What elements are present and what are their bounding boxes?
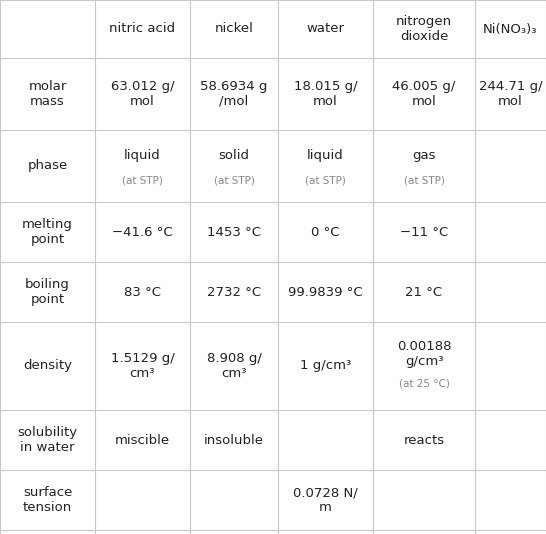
Text: molar
mass: molar mass: [28, 80, 67, 108]
Text: 18.015 g/
mol: 18.015 g/ mol: [294, 80, 357, 108]
Text: 46.005 g/
mol: 46.005 g/ mol: [393, 80, 456, 108]
Text: −11 °C: −11 °C: [400, 225, 448, 239]
Text: 0 °C: 0 °C: [311, 225, 340, 239]
Text: solubility
in water: solubility in water: [17, 426, 78, 454]
Text: 58.6934 g
/mol: 58.6934 g /mol: [200, 80, 268, 108]
Text: boiling
point: boiling point: [25, 278, 70, 306]
Text: 99.9839 °C: 99.9839 °C: [288, 286, 363, 299]
Text: (at 25 °C): (at 25 °C): [399, 379, 449, 389]
Text: 1453 °C: 1453 °C: [207, 225, 261, 239]
Text: (at STP): (at STP): [213, 175, 254, 185]
Text: Ni(NO₃)₃: Ni(NO₃)₃: [483, 22, 538, 35]
Text: (at STP): (at STP): [305, 175, 346, 185]
Text: reacts: reacts: [403, 434, 444, 446]
Text: insoluble: insoluble: [204, 434, 264, 446]
Text: liquid: liquid: [307, 150, 344, 162]
Text: 0.00188
g/cm³: 0.00188 g/cm³: [397, 340, 451, 368]
Text: 244.71 g/
mol: 244.71 g/ mol: [479, 80, 542, 108]
Text: 63.012 g/
mol: 63.012 g/ mol: [111, 80, 174, 108]
Text: phase: phase: [27, 160, 68, 172]
Text: water: water: [306, 22, 345, 35]
Text: surface
tension: surface tension: [23, 486, 72, 514]
Text: 83 °C: 83 °C: [124, 286, 161, 299]
Text: nitrogen
dioxide: nitrogen dioxide: [396, 15, 452, 43]
Text: density: density: [23, 359, 72, 373]
Text: 1 g/cm³: 1 g/cm³: [300, 359, 351, 373]
Text: nitric acid: nitric acid: [109, 22, 176, 35]
Text: 0.0728 N/
m: 0.0728 N/ m: [293, 486, 358, 514]
Text: 8.908 g/
cm³: 8.908 g/ cm³: [206, 352, 262, 380]
Text: solid: solid: [218, 150, 250, 162]
Text: gas: gas: [412, 150, 436, 162]
Text: miscible: miscible: [115, 434, 170, 446]
Text: (at STP): (at STP): [403, 175, 444, 185]
Text: (at STP): (at STP): [122, 175, 163, 185]
Text: nickel: nickel: [215, 22, 253, 35]
Text: 1.5129 g/
cm³: 1.5129 g/ cm³: [111, 352, 174, 380]
Text: melting
point: melting point: [22, 218, 73, 246]
Text: 21 °C: 21 °C: [406, 286, 443, 299]
Text: liquid: liquid: [124, 150, 161, 162]
Text: −41.6 °C: −41.6 °C: [112, 225, 173, 239]
Text: 2732 °C: 2732 °C: [207, 286, 261, 299]
